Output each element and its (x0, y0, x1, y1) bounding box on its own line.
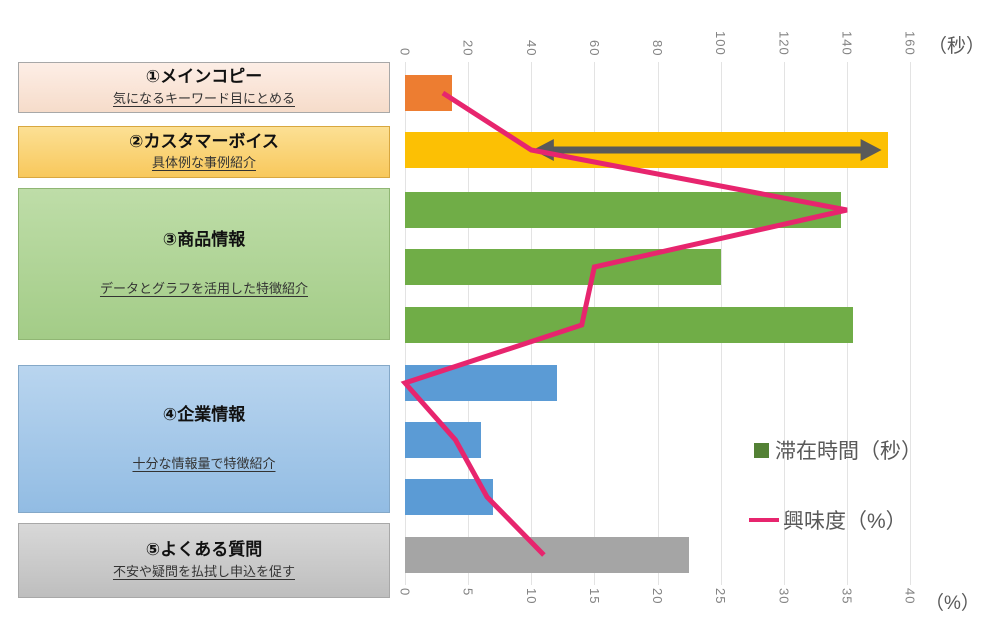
top-axis-tick-label: 80 (650, 39, 665, 56)
legend-item-interest: 興味度（%） (749, 503, 907, 537)
dwell-time-bar-5 (405, 307, 854, 343)
section-title: ④企業情報 (162, 405, 246, 425)
legend-square-swatch (754, 442, 769, 458)
dwell-time-bar-4 (405, 249, 721, 285)
legend-label: 興味度（%） (783, 510, 907, 533)
legend-label: 滞在時間（秒） (775, 440, 922, 463)
section-subtitle: 不安や疑問を払拭し申込を促す (112, 563, 295, 579)
legend-item-dwell-time: 滞在時間（秒） (754, 433, 922, 467)
section-title: ③商品情報 (162, 230, 246, 250)
top-axis-tick-label: 100 (713, 31, 729, 56)
section-box-5: ⑤よくある質問不安や疑問を払拭し申込を促す (18, 523, 390, 598)
section-subtitle: データとグラフを活用した特徴紹介 (99, 280, 308, 296)
top-axis-unit-label: （秒） (928, 36, 985, 57)
gridline (910, 62, 911, 585)
dwell-time-bar-8 (405, 479, 494, 515)
bottom-axis-tick-label: 10 (523, 588, 539, 605)
dwell-time-bar-2 (405, 132, 888, 168)
section-subtitle: 気になるキーワード目にとめる (112, 90, 295, 106)
top-axis-tick-label: 40 (523, 39, 539, 56)
bottom-axis-tick-label: 25 (713, 588, 729, 605)
section-box-2: ②カスタマーボイス具体例な事例紹介 (18, 126, 390, 178)
bottom-axis-tick-label: 0 (397, 588, 413, 597)
top-axis-tick-label: 140 (839, 31, 855, 56)
dwell-time-bar-9 (405, 537, 690, 573)
section-title: ①メインコピー (145, 67, 263, 87)
section-box-4: ④企業情報十分な情報量で特徴紹介 (18, 365, 390, 513)
top-axis-tick-label: 160 (902, 31, 918, 56)
section-title: ⑤よくある質問 (145, 540, 263, 560)
section-box-3: ③商品情報データとグラフを活用した特徴紹介 (18, 188, 390, 340)
section-subtitle: 具体例な事例紹介 (151, 155, 256, 171)
bottom-axis-tick-label: 30 (776, 588, 792, 605)
dwell-time-bar-6 (405, 365, 557, 401)
top-axis-tick-label: 120 (776, 31, 792, 56)
dwell-time-bar-3 (405, 192, 841, 228)
section-title: ②カスタマーボイス (129, 131, 279, 151)
section-box-1: ①メインコピー気になるキーワード目にとめる (18, 62, 390, 113)
dwell-time-bar-7 (405, 422, 481, 458)
bottom-axis-unit-label: （%） (925, 593, 980, 614)
section-subtitle: 十分な情報量で特徴紹介 (132, 455, 276, 471)
bottom-axis-tick-label: 35 (839, 588, 855, 605)
top-axis-tick-label: 60 (586, 39, 602, 56)
top-axis-tick-label: 20 (460, 39, 476, 56)
legend-line-swatch (749, 518, 779, 522)
bottom-axis-tick-label: 20 (650, 588, 665, 605)
top-axis-tick-label: 0 (397, 47, 413, 56)
bottom-axis-tick-label: 5 (460, 588, 476, 597)
dwell-time-bar-1 (405, 75, 453, 111)
bottom-axis-tick-label: 40 (902, 588, 918, 605)
bottom-axis-tick-label: 15 (586, 588, 602, 605)
